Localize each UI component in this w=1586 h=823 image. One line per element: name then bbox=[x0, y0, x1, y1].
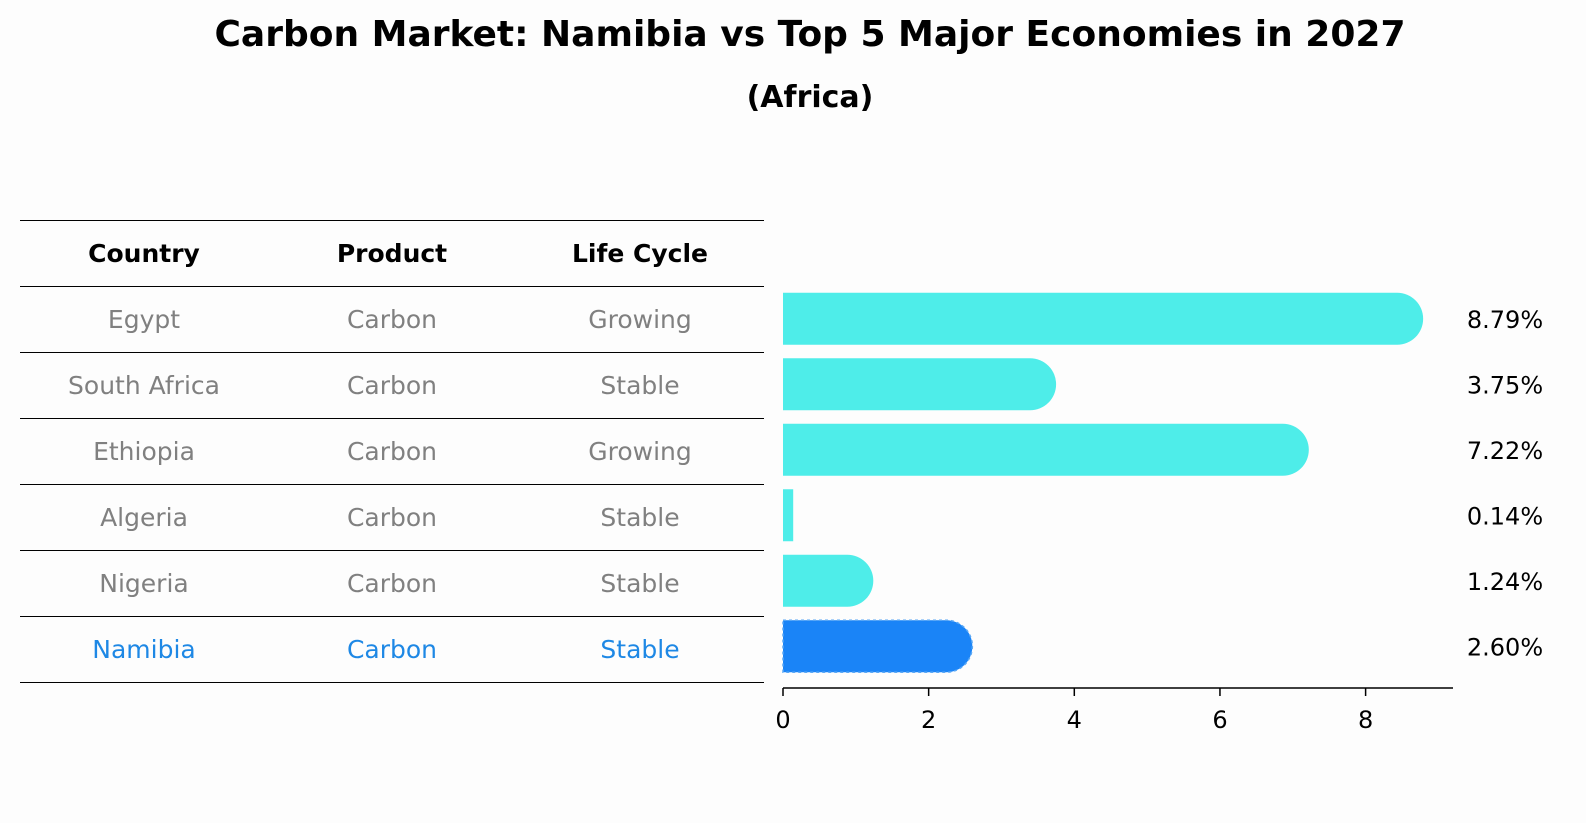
bar-algeria bbox=[783, 489, 794, 542]
x-tick-label: 6 bbox=[1212, 706, 1227, 734]
chart-subtitle: (Africa) bbox=[746, 80, 874, 115]
x-tick-label: 8 bbox=[1358, 706, 1373, 734]
cell-life-cycle: Stable bbox=[516, 550, 764, 617]
cell-product: Carbon bbox=[268, 550, 516, 617]
cell-country: Ethiopia bbox=[20, 418, 268, 485]
bar-value-label: 3.75% bbox=[1467, 371, 1543, 399]
chart-title: Carbon Market: Namibia vs Top 5 Major Ec… bbox=[214, 14, 1406, 55]
cell-product: Carbon bbox=[268, 484, 516, 551]
cell-country: Namibia bbox=[20, 616, 268, 683]
cell-country: Nigeria bbox=[20, 550, 268, 617]
bar-value-label: 2.60% bbox=[1467, 633, 1543, 661]
header-country: Country bbox=[20, 220, 268, 287]
x-tick-label: 0 bbox=[775, 706, 790, 734]
table-row-highlight: Namibia Carbon Stable bbox=[20, 616, 764, 683]
bar-value-label: 0.14% bbox=[1467, 502, 1543, 530]
header-product: Product bbox=[268, 220, 516, 287]
bar-egypt bbox=[783, 292, 1424, 345]
bar-namibia bbox=[782, 619, 974, 673]
cell-life-cycle: Growing bbox=[516, 286, 764, 353]
bar-value-label: 7.22% bbox=[1467, 437, 1543, 465]
cell-product: Carbon bbox=[268, 616, 516, 683]
table-row: Nigeria Carbon Stable bbox=[20, 550, 764, 617]
bar-value-label: 1.24% bbox=[1467, 568, 1543, 596]
cell-product: Carbon bbox=[268, 286, 516, 353]
cell-product: Carbon bbox=[268, 352, 516, 419]
table-row: Ethiopia Carbon Growing bbox=[20, 418, 764, 485]
table-row: Egypt Carbon Growing bbox=[20, 286, 764, 353]
cell-country: Egypt bbox=[20, 286, 268, 353]
x-tick-label: 2 bbox=[921, 706, 936, 734]
table-row: South Africa Carbon Stable bbox=[20, 352, 764, 419]
cell-life-cycle: Stable bbox=[516, 484, 764, 551]
bar-ethiopia bbox=[783, 423, 1309, 476]
cell-country: South Africa bbox=[20, 352, 268, 419]
cell-life-cycle: Stable bbox=[516, 616, 764, 683]
table-row: Algeria Carbon Stable bbox=[20, 484, 764, 551]
bar-nigeria bbox=[783, 554, 874, 607]
header-life-cycle: Life Cycle bbox=[516, 220, 764, 287]
bar-value-label: 8.79% bbox=[1467, 306, 1543, 334]
bar-south-africa bbox=[783, 358, 1057, 411]
cell-product: Carbon bbox=[268, 418, 516, 485]
market-table: Country Product Life Cycle Egypt Carbon … bbox=[20, 220, 764, 683]
x-tick-label: 4 bbox=[1067, 706, 1082, 734]
table-header-row: Country Product Life Cycle bbox=[20, 220, 764, 287]
cell-country: Algeria bbox=[20, 484, 268, 551]
cell-life-cycle: Growing bbox=[516, 418, 764, 485]
